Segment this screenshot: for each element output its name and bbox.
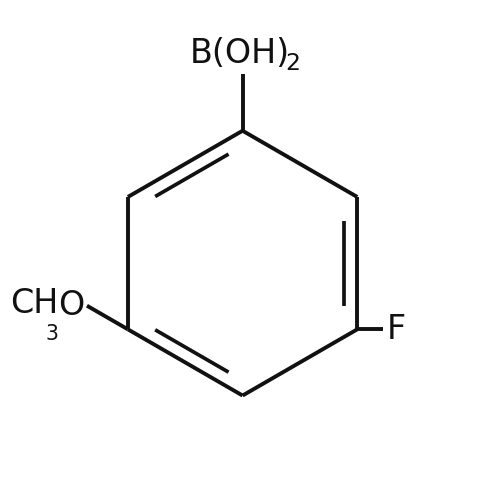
Text: $\mathregular{_3}$: $\mathregular{_3}$ bbox=[46, 316, 59, 344]
Text: $\mathregular{_2}$: $\mathregular{_2}$ bbox=[285, 40, 300, 73]
Text: CH: CH bbox=[11, 287, 58, 320]
Text: F: F bbox=[387, 313, 406, 346]
Text: O: O bbox=[58, 289, 85, 322]
Text: B(OH): B(OH) bbox=[190, 37, 290, 70]
